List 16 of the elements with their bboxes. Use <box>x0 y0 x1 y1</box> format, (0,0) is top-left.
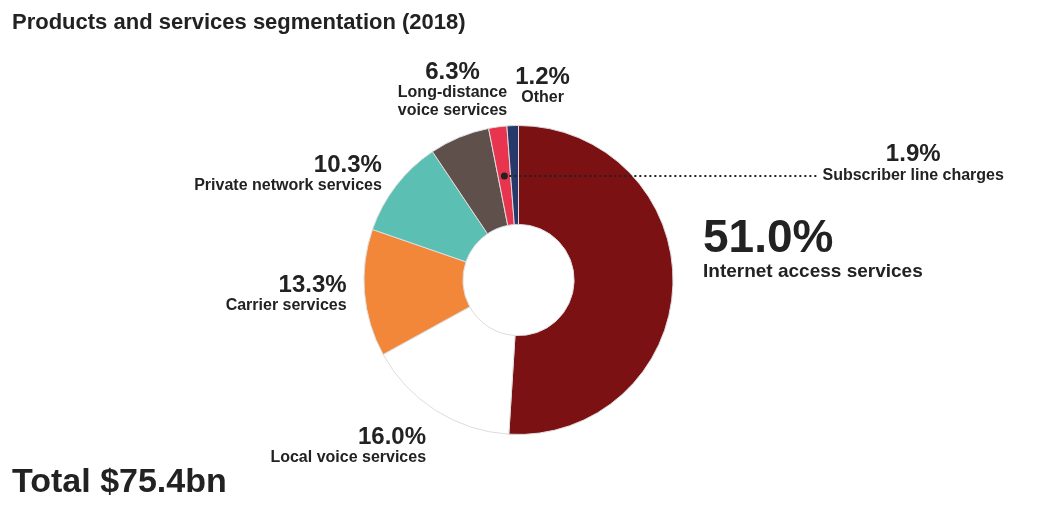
slice-label: Local voice services <box>270 448 427 466</box>
data-label: 1.2% <box>515 62 570 90</box>
slice-label: Private network services <box>194 176 382 194</box>
slice-label: Carrier services <box>225 296 347 314</box>
data-label: 6.3% <box>425 57 480 85</box>
slice-label: Other <box>521 88 564 106</box>
data-label: 13.3% <box>278 270 347 298</box>
data-label: 16.0% <box>358 422 427 450</box>
slice-label: Subscriber line charges <box>822 166 1005 184</box>
data-label: 1.9% <box>885 138 941 166</box>
data-label: 10.3% <box>313 150 382 178</box>
slice-label: Internet access services <box>703 260 923 282</box>
chart-title: Products and services segmentation (2018) <box>12 9 466 35</box>
text: Total $75.4bn <box>12 461 227 500</box>
slice-label: Long-distance voice services <box>397 83 508 119</box>
data-label: 51.0% <box>703 210 834 263</box>
